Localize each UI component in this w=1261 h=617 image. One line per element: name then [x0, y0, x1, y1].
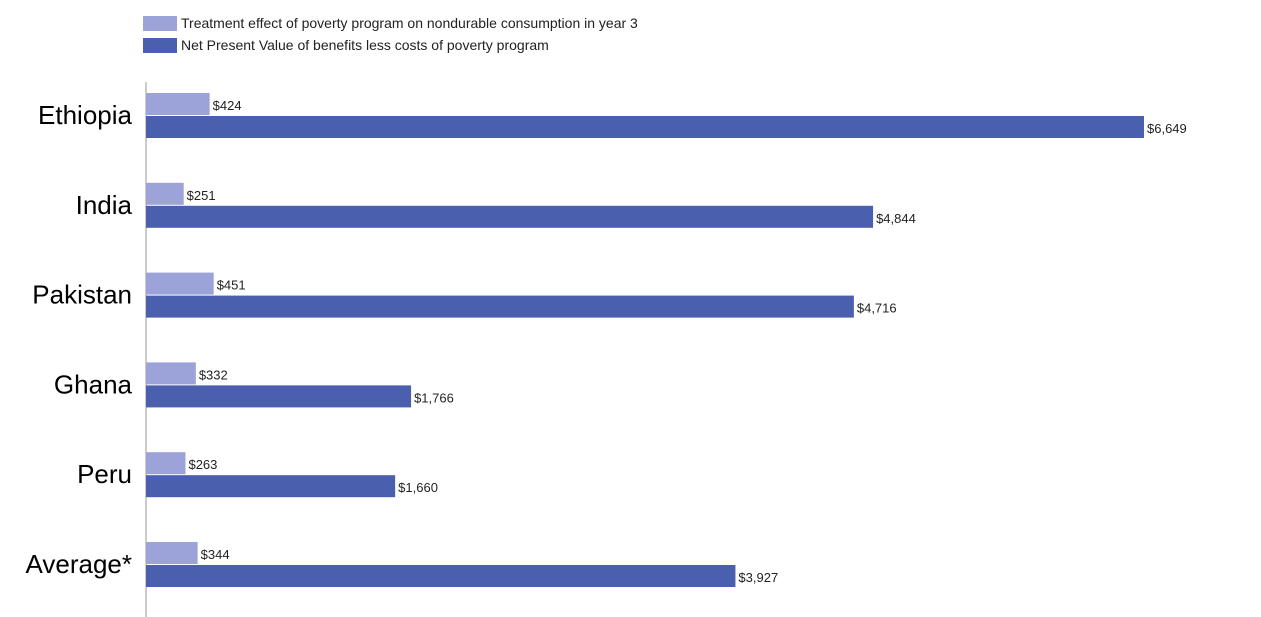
bar-treatment	[146, 272, 214, 295]
bar-npv	[146, 295, 854, 318]
legend-label-treatment: Treatment effect of poverty program on n…	[181, 15, 638, 31]
category-label: Peru	[77, 459, 132, 489]
data-label-treatment: $332	[199, 367, 228, 382]
bar-treatment	[146, 362, 196, 385]
data-label-treatment: $344	[201, 547, 230, 562]
bar-npv	[146, 205, 874, 228]
data-label-npv: $1,660	[398, 480, 438, 495]
data-label-treatment: $451	[217, 278, 246, 293]
bar-treatment	[146, 182, 184, 205]
bar-treatment	[146, 93, 210, 115]
legend: Treatment effect of poverty program on n…	[143, 12, 638, 56]
legend-label-npv: Net Present Value of benefits less costs…	[181, 37, 549, 53]
legend-swatch-npv	[143, 37, 177, 53]
data-label-treatment: $263	[188, 457, 217, 472]
category-label: Ghana	[54, 369, 133, 399]
data-label-npv: $4,844	[876, 211, 916, 226]
bar-npv	[146, 565, 736, 587]
legend-item-npv: Net Present Value of benefits less costs…	[143, 34, 638, 56]
bar-treatment	[146, 542, 198, 564]
data-label-npv: $4,716	[857, 301, 897, 316]
data-label-npv: $3,927	[738, 570, 778, 585]
data-label-npv: $6,649	[1147, 121, 1187, 136]
category-label: Pakistan	[32, 280, 132, 310]
data-label-treatment: $251	[187, 188, 216, 203]
bar-npv	[146, 475, 396, 498]
category-label: Ethiopia	[38, 100, 132, 130]
data-label-npv: $1,766	[414, 390, 454, 405]
category-label: India	[76, 190, 133, 220]
legend-swatch-treatment	[143, 15, 177, 31]
bar-treatment	[146, 452, 186, 475]
category-label: Average*	[26, 549, 133, 579]
data-label-treatment: $424	[213, 98, 242, 113]
bar-npv	[146, 385, 412, 408]
bar-npv	[146, 116, 1144, 138]
legend-item-treatment: Treatment effect of poverty program on n…	[143, 12, 638, 34]
